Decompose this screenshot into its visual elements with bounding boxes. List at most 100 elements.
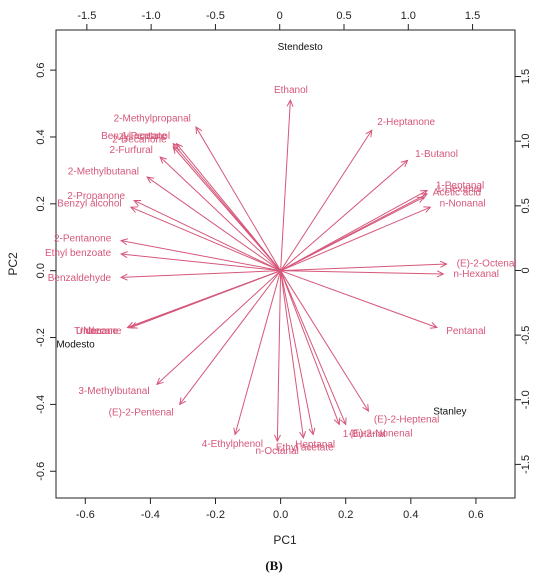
- x-tick-label: 0.6: [468, 509, 483, 521]
- variable-label: 2-Furfural: [110, 145, 153, 156]
- vector-arrowhead: [365, 129, 373, 138]
- x-tick-label: 0.2: [338, 509, 353, 521]
- variable-label: 1-Pentanol: [122, 131, 170, 142]
- vector-arrowhead: [133, 199, 142, 207]
- loading-vector: [280, 270, 314, 435]
- loading-vector: [280, 196, 425, 272]
- variable-label: Pentanal: [446, 326, 485, 337]
- variable-label: Heptanal: [295, 439, 335, 450]
- y-tick-label: -0.4: [35, 395, 47, 414]
- vector-arrowhead: [195, 125, 203, 134]
- loading-vector: [127, 270, 281, 328]
- variable-label: Tridecane: [74, 326, 119, 337]
- top-tick-label: -1.0: [142, 10, 161, 22]
- x-tick-label: -0.4: [141, 509, 160, 521]
- top-tick-label: 1.5: [465, 10, 480, 22]
- loading-vector: [280, 270, 304, 438]
- y-tick-label: -0.2: [35, 328, 47, 347]
- variable-label: (E)-2-Octenal: [457, 259, 517, 270]
- loading-vector: [280, 270, 347, 425]
- top-tick-label: 0.5: [336, 10, 351, 22]
- vector-arrowhead: [179, 397, 187, 406]
- vector-arrowhead: [308, 427, 316, 436]
- vector-arrowhead: [233, 427, 241, 436]
- loading-vector: [195, 126, 282, 271]
- vector-arrowhead: [172, 146, 180, 154]
- vector-arrowhead: [286, 99, 294, 107]
- variable-label: Benzaldehyde: [48, 273, 112, 284]
- loading-vector: [172, 146, 281, 272]
- observation-label: Stendesto: [278, 42, 323, 53]
- top-axis: -1.5 -1.0 -0.5 0 0.5 1.0 1.5: [77, 10, 480, 30]
- loading-vector: [130, 206, 281, 272]
- variable-label: Ethyl benzoate: [45, 248, 112, 259]
- loading-vector: [159, 156, 281, 272]
- variable-label: Nonane: [83, 326, 118, 337]
- vector-arrowhead: [156, 377, 164, 386]
- vector-arrowhead: [299, 431, 307, 439]
- x-tick-label: -0.6: [76, 509, 95, 521]
- variable-label: 2-Methylbutanal: [68, 166, 139, 177]
- x-tick-label: 0.0: [273, 509, 288, 521]
- vector-arrowhead: [340, 417, 347, 426]
- observation-label: Modesto: [56, 340, 95, 351]
- variable-label: Ethanol: [274, 85, 308, 96]
- vector-arrowhead: [416, 196, 425, 204]
- vector-arrowhead: [119, 273, 128, 281]
- y-tick-label: 0.6: [35, 62, 47, 77]
- top-tick-label: 0: [277, 10, 283, 22]
- right-tick-label: -1.0: [520, 390, 532, 409]
- vector-arrowhead: [146, 176, 155, 184]
- vector-arrowhead: [119, 238, 128, 246]
- loading-vector: [133, 200, 281, 272]
- variable-label: (E)-2-Pentenal: [109, 407, 174, 418]
- loading-vector: [234, 270, 282, 435]
- right-tick-label: -0.5: [520, 326, 532, 345]
- vector-arrowhead: [436, 270, 445, 278]
- loading-vector: [280, 270, 369, 412]
- vector-arrowhead: [129, 206, 138, 213]
- vector-arrowhead: [119, 251, 128, 259]
- loading-vector: [280, 270, 340, 425]
- right-tick-label: 1.5: [520, 69, 532, 84]
- loading-vector: [280, 270, 444, 275]
- variable-label: Undecane: [76, 326, 122, 337]
- observation-labels: Stendesto Modesto Stanley: [56, 42, 466, 417]
- figure-caption: (B): [265, 558, 282, 573]
- loading-vector: [280, 159, 408, 272]
- y-axis-title: PC2: [6, 252, 20, 276]
- variable-label: Benzyl acetate: [101, 131, 167, 142]
- variable-label: 2-Methylpropanal: [114, 113, 191, 124]
- bottom-axis: -0.6 -0.4 -0.2 0.0 0.2 0.4 0.6: [76, 498, 484, 521]
- right-axis: -1.5 -1.0 -0.5 0 0.5 1.0 1.5: [515, 69, 532, 474]
- variable-label: 2-Decanone: [112, 134, 167, 145]
- right-tick-label: 0.5: [520, 198, 532, 213]
- x-tick-label: 0.4: [403, 509, 418, 521]
- right-tick-label: 1.0: [520, 134, 532, 149]
- variable-label: (E)-2-Nonenal: [350, 429, 413, 440]
- vector-arrowhead: [362, 404, 370, 413]
- top-tick-label: 1.0: [401, 10, 416, 22]
- loading-vector: [280, 263, 447, 272]
- variable-label: Benzyl alcohol: [57, 198, 121, 209]
- variable-label: 1-Pentanal: [436, 181, 484, 192]
- loading-vectors: [119, 99, 448, 443]
- vector-arrowhead: [423, 206, 432, 213]
- y-tick-label: 0.0: [35, 263, 47, 278]
- variable-label: n-Hexanal: [453, 269, 499, 280]
- top-tick-label: -0.5: [206, 10, 225, 22]
- loading-vector: [121, 270, 281, 278]
- variable-label: (E)-2-Heptenal: [374, 415, 440, 426]
- loading-vector: [280, 100, 291, 271]
- y-tick-label: 0.4: [35, 129, 47, 144]
- vector-arrowhead: [429, 322, 438, 329]
- variable-label: 1-Butanol: [415, 149, 458, 160]
- vector-arrowhead: [126, 322, 135, 329]
- loading-vector: [121, 240, 281, 272]
- loading-vector: [179, 270, 282, 405]
- variable-label: n-Octanal: [255, 446, 298, 457]
- variable-label: 2-Pentanone: [54, 234, 112, 245]
- loading-vector: [121, 253, 281, 272]
